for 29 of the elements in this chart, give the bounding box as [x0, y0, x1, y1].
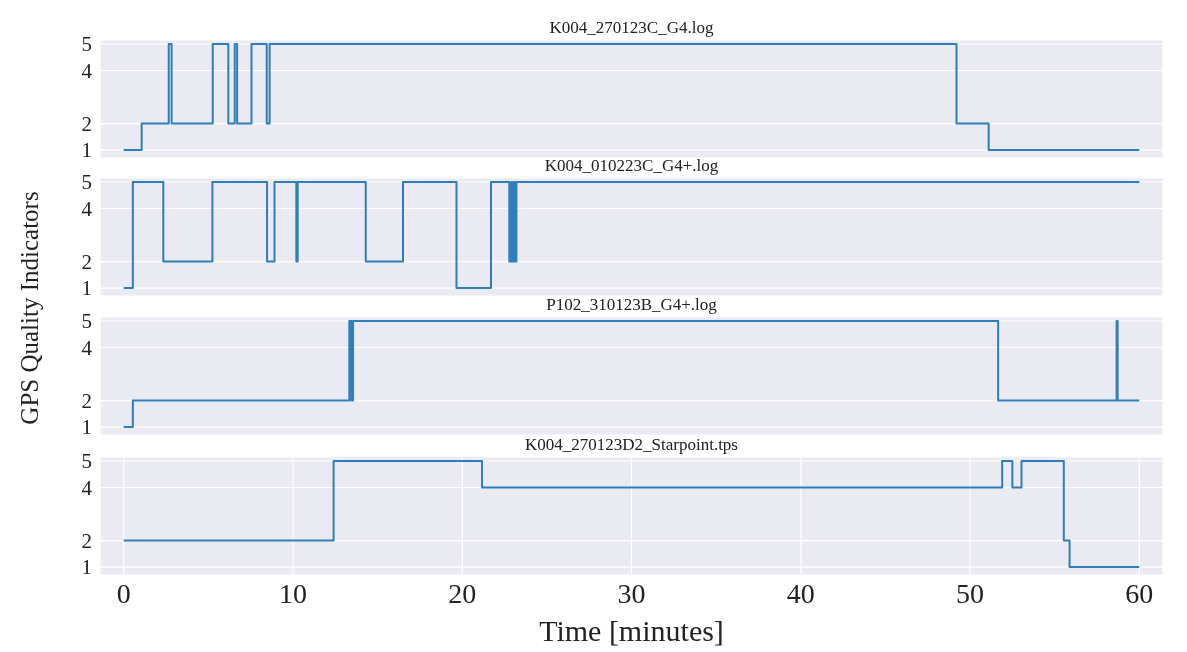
- x-tick-label: 50: [956, 577, 985, 609]
- x-tick-label: 40: [786, 577, 815, 609]
- y-axis-title: GPS Quality Indicators: [16, 191, 44, 425]
- y-tick-label: 5: [81, 32, 92, 57]
- y-tick-label: 4: [81, 475, 93, 500]
- x-tick-label: 30: [617, 577, 646, 609]
- chart-title: K004_270123C_G4.log: [548, 18, 715, 38]
- chart-title: K004_270123D2_Starpoint.tps: [524, 435, 739, 455]
- y-tick-label: 5: [81, 170, 92, 195]
- y-tick-label: 4: [81, 196, 93, 221]
- y-tick-label: 2: [81, 388, 92, 413]
- x-tick-label: 10: [278, 577, 307, 609]
- y-tick-label: 4: [81, 335, 93, 360]
- y-tick-label: 2: [81, 528, 92, 553]
- chart-title: P102_310123B_G4+.log: [545, 295, 718, 315]
- y-tick-label: 1: [81, 415, 92, 440]
- y-tick-label: 1: [81, 138, 92, 163]
- x-axis-title: Time [minutes]: [538, 614, 725, 648]
- y-tick-label: 5: [81, 449, 92, 474]
- y-tick-label: 5: [81, 309, 92, 334]
- y-tick-label: 2: [81, 249, 92, 274]
- x-tick-label: 20: [448, 577, 477, 609]
- y-tick-label: 1: [81, 555, 92, 580]
- x-tick-label: 0: [116, 577, 131, 609]
- x-tick-label: 60: [1125, 577, 1154, 609]
- y-tick-label: 2: [81, 111, 92, 136]
- y-tick-label: 4: [81, 58, 93, 83]
- y-tick-label: 1: [81, 276, 92, 301]
- chart-title: K004_010223C_G4+.log: [543, 156, 720, 176]
